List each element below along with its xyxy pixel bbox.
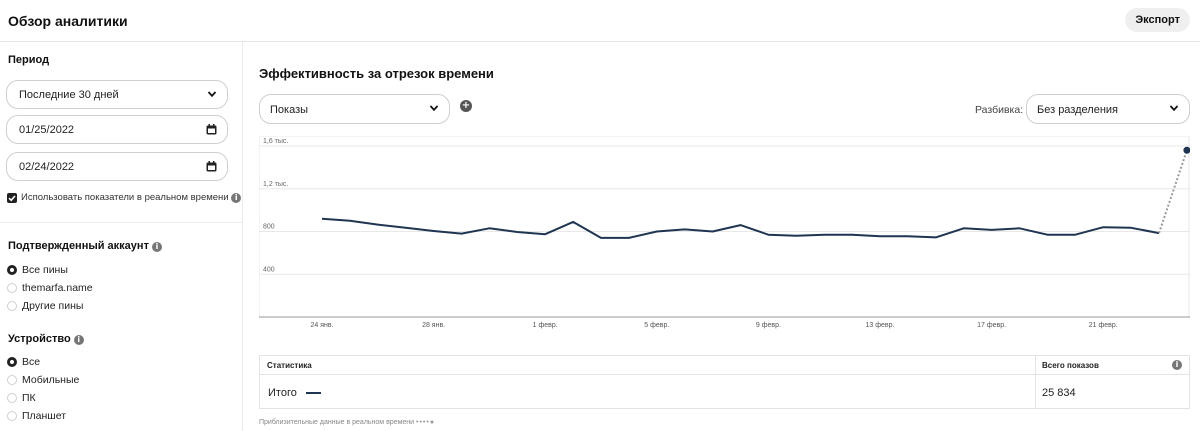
radio-button[interactable]: [7, 375, 17, 385]
device-title: Устройство i: [8, 333, 84, 345]
end-date-value: 02/24/2022: [19, 161, 75, 173]
metric-select-value: Показы: [270, 104, 309, 116]
radio-button[interactable]: [7, 357, 17, 367]
total-row-value: 25 834: [1042, 387, 1076, 399]
add-metric-icon[interactable]: +: [460, 100, 472, 112]
start-date-field[interactable]: 01/25/2022: [6, 115, 228, 144]
x-tick-label: 24 янв.: [310, 322, 333, 329]
radio-label: Все пины: [22, 264, 68, 276]
info-icon[interactable]: i: [231, 193, 242, 203]
start-date-value: 01/25/2022: [19, 124, 75, 136]
column-divider: [1035, 356, 1036, 408]
realtime-checkbox[interactable]: [7, 193, 17, 203]
end-date-field[interactable]: 02/24/2022: [6, 152, 228, 181]
calendar-icon: [206, 124, 217, 135]
x-tick-label: 21 февр.: [1089, 322, 1118, 329]
radio-button[interactable]: [7, 411, 17, 421]
section-title: Эффективность за отрезок времени: [259, 66, 494, 81]
col-header-stat: Статистика: [267, 361, 312, 370]
series-line: [321, 217, 1160, 239]
radio-label: Планшет: [22, 410, 67, 422]
calendar-icon: [206, 161, 217, 172]
table-header: Статистика Всего показов i: [260, 356, 1189, 375]
y-tick-label: 1,6 тыс.: [263, 138, 288, 145]
realtime-footnote: Приблизительные данные в реальном времен…: [259, 419, 436, 426]
chevron-down-icon: [429, 105, 439, 112]
realtime-dashed-line: [1158, 149, 1188, 234]
radio-label: Мобильные: [22, 374, 80, 386]
page-title: Обзор аналитики: [8, 13, 128, 29]
split-select[interactable]: Без разделения: [1026, 94, 1190, 124]
radio-button[interactable]: [7, 393, 17, 403]
y-tick-label: 400: [263, 266, 275, 273]
chevron-down-icon: [207, 91, 217, 98]
verified-account-title: Подтвержденный аккаунт i: [8, 240, 163, 252]
period-title: Период: [8, 54, 50, 66]
split-select-value: Без разделения: [1037, 104, 1118, 116]
x-tick-label: 9 февр.: [756, 322, 781, 329]
radio-label: Все: [22, 356, 41, 368]
radio-button[interactable]: [7, 265, 17, 275]
impressions-line-chart: 400 800 1,2 тыс. 1,6 тыс. 24 янв. 28 янв. 1 фе…: [259, 136, 1190, 329]
x-tick-label: 1 февр.: [533, 322, 558, 329]
info-icon[interactable]: i: [1172, 360, 1182, 370]
export-button[interactable]: Экспорт: [1125, 8, 1190, 32]
y-tick-label: 1,2 тыс.: [263, 181, 288, 188]
split-label: Разбивка:: [975, 104, 1024, 116]
total-row-label: Итого: [268, 387, 297, 399]
period-range-value: Последние 30 дней: [19, 89, 119, 101]
chevron-down-icon: [1169, 105, 1179, 112]
info-icon[interactable]: i: [152, 242, 163, 252]
realtime-point: [1183, 146, 1190, 154]
x-tick-label: 5 февр.: [644, 322, 669, 329]
metric-select[interactable]: Показы: [259, 94, 450, 124]
period-range-select[interactable]: Последние 30 дней: [6, 80, 228, 109]
filters-sidebar: Период Последние 30 дней 01/25/2022 02/2…: [0, 42, 243, 431]
y-tick-label: 800: [263, 224, 275, 231]
radio-label: ПК: [22, 392, 36, 404]
radio-button[interactable]: [7, 283, 17, 293]
sidebar-divider: [0, 222, 243, 223]
series-legend-swatch: [306, 392, 321, 394]
x-tick-label: 28 янв.: [422, 322, 445, 329]
checkmark-icon: [8, 195, 16, 202]
info-icon[interactable]: i: [73, 335, 84, 345]
radio-label: themarfa.name: [22, 282, 93, 294]
realtime-label: Использовать показатели в реальном време…: [21, 192, 242, 203]
realtime-dots-icon: ••••●: [416, 419, 436, 426]
top-bar: Обзор аналитики Экспорт: [0, 0, 1200, 42]
x-tick-label: 17 февр.: [977, 322, 1006, 329]
radio-button[interactable]: [7, 301, 17, 311]
col-header-total: Всего показов: [1042, 361, 1099, 370]
stats-table: Статистика Всего показов i Итого 25 834: [259, 355, 1190, 409]
radio-label: Другие пины: [22, 300, 84, 312]
x-tick-label: 13 февр.: [866, 322, 895, 329]
